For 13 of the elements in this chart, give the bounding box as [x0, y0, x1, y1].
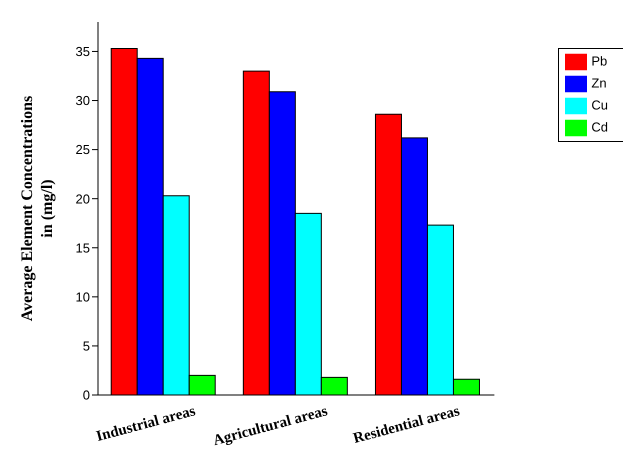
legend-label: Cd: [591, 119, 608, 134]
y-axis-title: Average Element Concentrations in (mg/l): [19, 96, 56, 322]
y-tick-label: 0: [82, 388, 90, 403]
y-tick-label: 30: [76, 93, 90, 108]
y-tick-label: 35: [76, 44, 90, 60]
legend-label: Zn: [591, 75, 607, 90]
y-tick-label: 20: [76, 191, 90, 206]
y-tick-label: 5: [82, 338, 90, 354]
legend-label: Pb: [591, 53, 608, 68]
y-tick-label: 15: [76, 240, 90, 256]
legend-label: Cu: [591, 97, 608, 112]
y-tick-label: 25: [76, 142, 90, 158]
y-tick-label: 10: [76, 289, 90, 304]
